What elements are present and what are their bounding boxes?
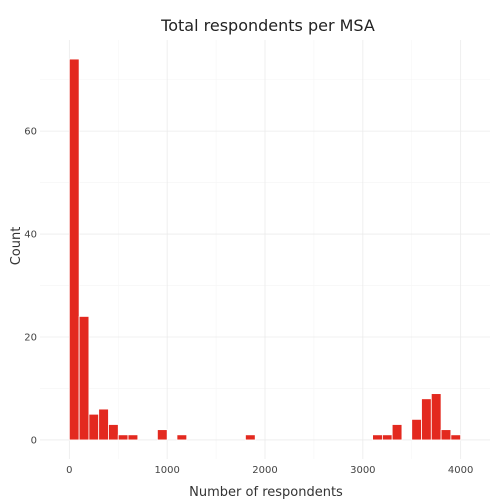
- histogram-bar: [176, 434, 188, 441]
- histogram-bar: [381, 434, 393, 441]
- histogram-bar: [117, 434, 129, 441]
- x-tick-label: 0: [66, 465, 72, 476]
- histogram-bar: [421, 398, 432, 441]
- x-tick-label: 3000: [350, 465, 375, 476]
- x-axis-title: Number of respondents: [189, 485, 343, 500]
- histogram-bar: [450, 434, 462, 441]
- histogram-bar: [98, 408, 109, 441]
- y-tick-label: 60: [24, 127, 37, 138]
- y-axis-title: Count: [9, 227, 24, 266]
- bars: [68, 58, 462, 441]
- x-tick-label: 4000: [448, 465, 473, 476]
- histogram-bar: [127, 434, 139, 441]
- histogram-bar: [391, 424, 403, 441]
- y-tick-label: 40: [24, 230, 37, 241]
- histogram-bar: [245, 434, 256, 441]
- y-tick-label: 0: [31, 435, 37, 446]
- histogram-bar: [430, 393, 442, 441]
- histogram-bar: [411, 418, 422, 441]
- histogram-bar: [372, 434, 383, 441]
- x-tick-labels: 0 1000 2000 3000 4000: [66, 465, 473, 476]
- histogram-bar: [78, 316, 90, 441]
- x-tick-label: 2000: [252, 465, 277, 476]
- histogram-bar: [440, 429, 452, 441]
- x-tick-label: 1000: [154, 465, 179, 476]
- histogram-bar: [88, 413, 100, 441]
- grid: [40, 40, 490, 459]
- histogram-bar: [108, 424, 119, 441]
- histogram-bar: [156, 429, 168, 441]
- y-tick-labels: 0 20 40 60: [24, 127, 37, 447]
- y-tick-label: 20: [24, 333, 37, 344]
- histogram-bar: [68, 58, 80, 441]
- chart-title: Total respondents per MSA: [160, 16, 375, 35]
